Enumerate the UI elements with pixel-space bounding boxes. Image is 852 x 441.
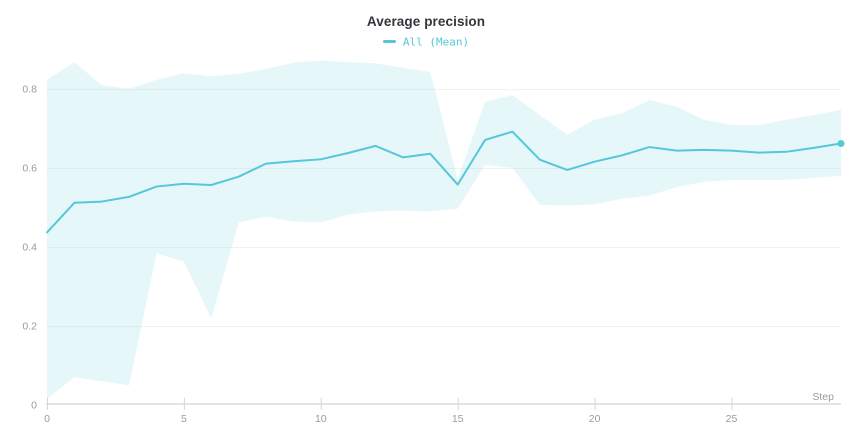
legend: All (Mean) xyxy=(0,35,852,49)
y-tick-label: 0.6 xyxy=(22,163,37,175)
legend-item-label: All (Mean) xyxy=(402,35,470,49)
y-tick-label: 0.4 xyxy=(22,242,37,254)
y-tick-label: 0.8 xyxy=(22,84,37,96)
x-tick-label: 15 xyxy=(452,413,464,425)
y-tick-label: 0.2 xyxy=(22,321,37,333)
minmax-band xyxy=(47,60,841,400)
x-tick-label: 5 xyxy=(181,413,187,425)
x-tick-label: 0 xyxy=(44,413,50,425)
last-point-marker xyxy=(837,140,845,148)
x-axis-title: Step xyxy=(812,391,834,403)
x-tick-label: 10 xyxy=(315,413,327,425)
mean-line xyxy=(46,130,842,234)
legend-line-swatch-icon xyxy=(382,39,396,43)
chart-title: Average precision xyxy=(366,14,486,29)
x-tick-label: 25 xyxy=(726,413,738,425)
x-tick-label: 20 xyxy=(589,413,601,425)
y-tick-label: 0 xyxy=(31,400,37,412)
